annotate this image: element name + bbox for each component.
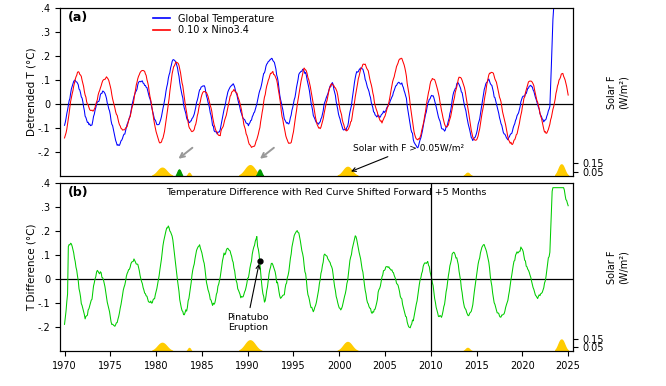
Y-axis label: Detrended T (°C): Detrended T (°C) [26, 47, 36, 136]
Text: Pinatubo
Eruption: Pinatubo Eruption [227, 313, 268, 332]
Y-axis label: Solar F
(W/m²): Solar F (W/m²) [607, 250, 628, 284]
Legend: Global Temperature, 0.10 x Nino3.4: Global Temperature, 0.10 x Nino3.4 [152, 13, 275, 36]
Text: Solar with F > 0.05W/m²: Solar with F > 0.05W/m² [352, 144, 464, 171]
Text: (a): (a) [68, 11, 88, 24]
Y-axis label: T Difference (°C): T Difference (°C) [26, 223, 36, 311]
Text: Temperature Difference with Red Curve Shifted Forward +5 Months: Temperature Difference with Red Curve Sh… [166, 188, 487, 197]
Y-axis label: Solar F
(W/m²): Solar F (W/m²) [607, 75, 628, 109]
Text: (b): (b) [68, 186, 89, 199]
